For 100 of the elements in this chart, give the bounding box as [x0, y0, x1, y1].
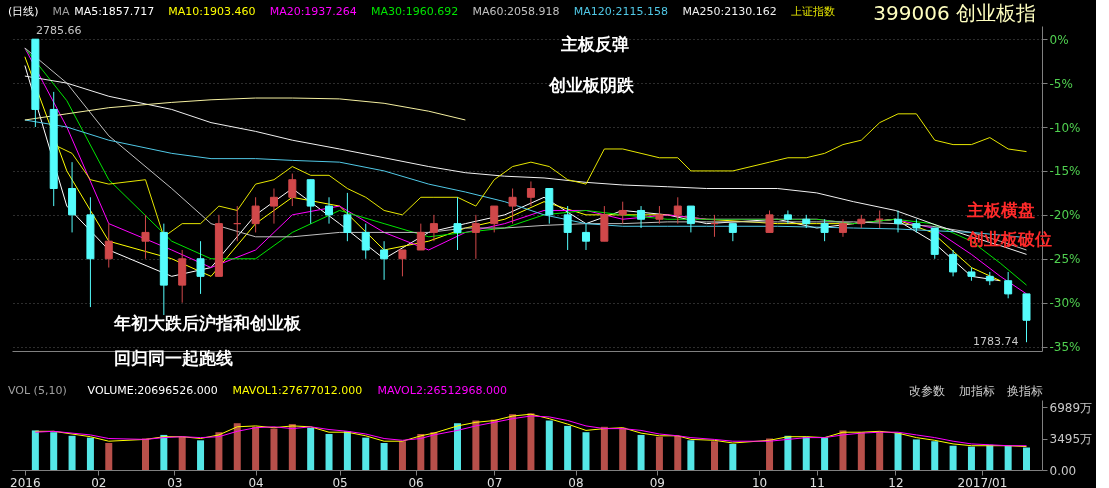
- y-tick-label: 3495万: [1049, 432, 1093, 447]
- bar: [527, 413, 535, 470]
- bar: [637, 434, 645, 470]
- candlestick: [949, 249, 958, 277]
- candlestick: [429, 214, 438, 242]
- text: MA30:1960.692: [371, 5, 459, 18]
- text: MA60:2058.918: [472, 5, 560, 18]
- bar: [729, 443, 737, 470]
- annotation: 年初大跌后沪指和创业板: [113, 313, 302, 333]
- candlestick: [508, 188, 517, 225]
- candlestick: [361, 223, 370, 260]
- bar: [490, 419, 498, 470]
- candlestick: [765, 209, 774, 233]
- bar: [949, 445, 957, 470]
- bar: [710, 441, 718, 470]
- candlestick: [637, 205, 646, 229]
- candlestick: [453, 196, 462, 251]
- bar: [857, 432, 865, 470]
- candlestick: [582, 223, 590, 251]
- bar: [802, 436, 810, 470]
- legend-title: MA: [52, 5, 71, 18]
- text: MA120:2115.158: [573, 5, 668, 18]
- bar: [252, 426, 260, 470]
- text: MAVOL2:26512968.000: [377, 384, 508, 397]
- bar: [398, 441, 406, 470]
- text: 加指标: [959, 384, 995, 398]
- x-tick-label: 11: [809, 475, 825, 488]
- y-tick-label: -10%: [1049, 120, 1081, 135]
- annotation: 1783.74: [973, 335, 1019, 349]
- candlestick: [686, 205, 695, 233]
- bar: [986, 444, 994, 470]
- annotation: 主板反弹: [560, 34, 629, 54]
- x-tick-label: 12: [888, 475, 904, 488]
- line-series: [24, 97, 466, 121]
- x-tick-label: 04: [248, 475, 264, 488]
- x-tick-label: 08: [568, 475, 584, 488]
- bar: [288, 424, 296, 470]
- y-tick-label: -25%: [1049, 252, 1081, 267]
- candlestick: [1004, 271, 1013, 299]
- bar: [545, 420, 553, 470]
- bar: [454, 423, 462, 470]
- bar: [325, 434, 333, 470]
- bar: [31, 430, 39, 470]
- candlestick: [196, 240, 205, 295]
- text: MA10:1903.460: [168, 5, 256, 18]
- y-tick-label: -35%: [1049, 340, 1081, 355]
- x-tick-label: 03: [167, 475, 183, 488]
- candlestick: [673, 196, 682, 225]
- bar: [766, 438, 774, 470]
- bar: [582, 432, 590, 470]
- bar: [821, 437, 829, 470]
- bar: [912, 439, 920, 470]
- bar: [343, 431, 351, 470]
- bar: [160, 434, 168, 470]
- chart-subtitle: (日线): [8, 5, 39, 18]
- bar: [215, 432, 223, 470]
- x-tick-label: 02: [91, 475, 107, 488]
- bar: [674, 435, 682, 470]
- candlestick: [343, 192, 352, 242]
- bar: [233, 423, 241, 470]
- y-tick-label: -15%: [1049, 164, 1081, 179]
- y-tick-label: 0.00: [1049, 463, 1077, 478]
- bar: [472, 420, 480, 470]
- bar: [687, 440, 695, 470]
- candlestick: [380, 240, 389, 281]
- candlestick: [104, 223, 113, 269]
- x-tick-label: 09: [649, 475, 665, 488]
- candlestick: [783, 209, 792, 225]
- candlestick: [894, 209, 903, 233]
- bar: [105, 443, 113, 470]
- bar: [1023, 447, 1031, 470]
- chart-title: 399006 创业板指: [873, 1, 1036, 25]
- y-tick-label: 6989万: [1049, 400, 1093, 415]
- x-tick-label: 2016: [10, 475, 41, 488]
- candlestick: [269, 188, 278, 225]
- candlestick: [325, 196, 334, 225]
- annotation: 主板横盘: [966, 200, 1035, 220]
- text: MAVOL1:27677012.000: [232, 384, 363, 397]
- bar: [931, 441, 939, 470]
- bar: [362, 437, 370, 470]
- bar: [141, 438, 149, 470]
- x-tick-label: 06: [408, 475, 424, 488]
- candlestick: [526, 180, 535, 207]
- bar: [86, 437, 94, 470]
- bar: [655, 436, 663, 470]
- y-tick-label: -5%: [1049, 76, 1073, 91]
- annotation: 回归同一起跑线: [114, 348, 233, 368]
- candlestick: [398, 249, 407, 277]
- candlestick: [563, 205, 572, 251]
- text: MA20:1937.264: [269, 5, 357, 18]
- text: MA250:2130.162: [682, 5, 777, 18]
- annotation: 2785.66: [36, 24, 82, 37]
- candlestick: [288, 173, 297, 207]
- bar: [270, 428, 278, 470]
- bar: [380, 443, 388, 470]
- bar: [307, 427, 315, 470]
- x-tick-label: 2017/01: [957, 475, 1008, 488]
- x-tick-label: 10: [751, 475, 768, 488]
- bar: [619, 427, 627, 470]
- bar: [600, 426, 608, 470]
